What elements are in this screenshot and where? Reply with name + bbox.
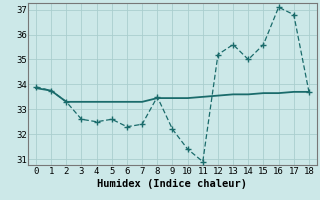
X-axis label: Humidex (Indice chaleur): Humidex (Indice chaleur) (98, 178, 247, 189)
